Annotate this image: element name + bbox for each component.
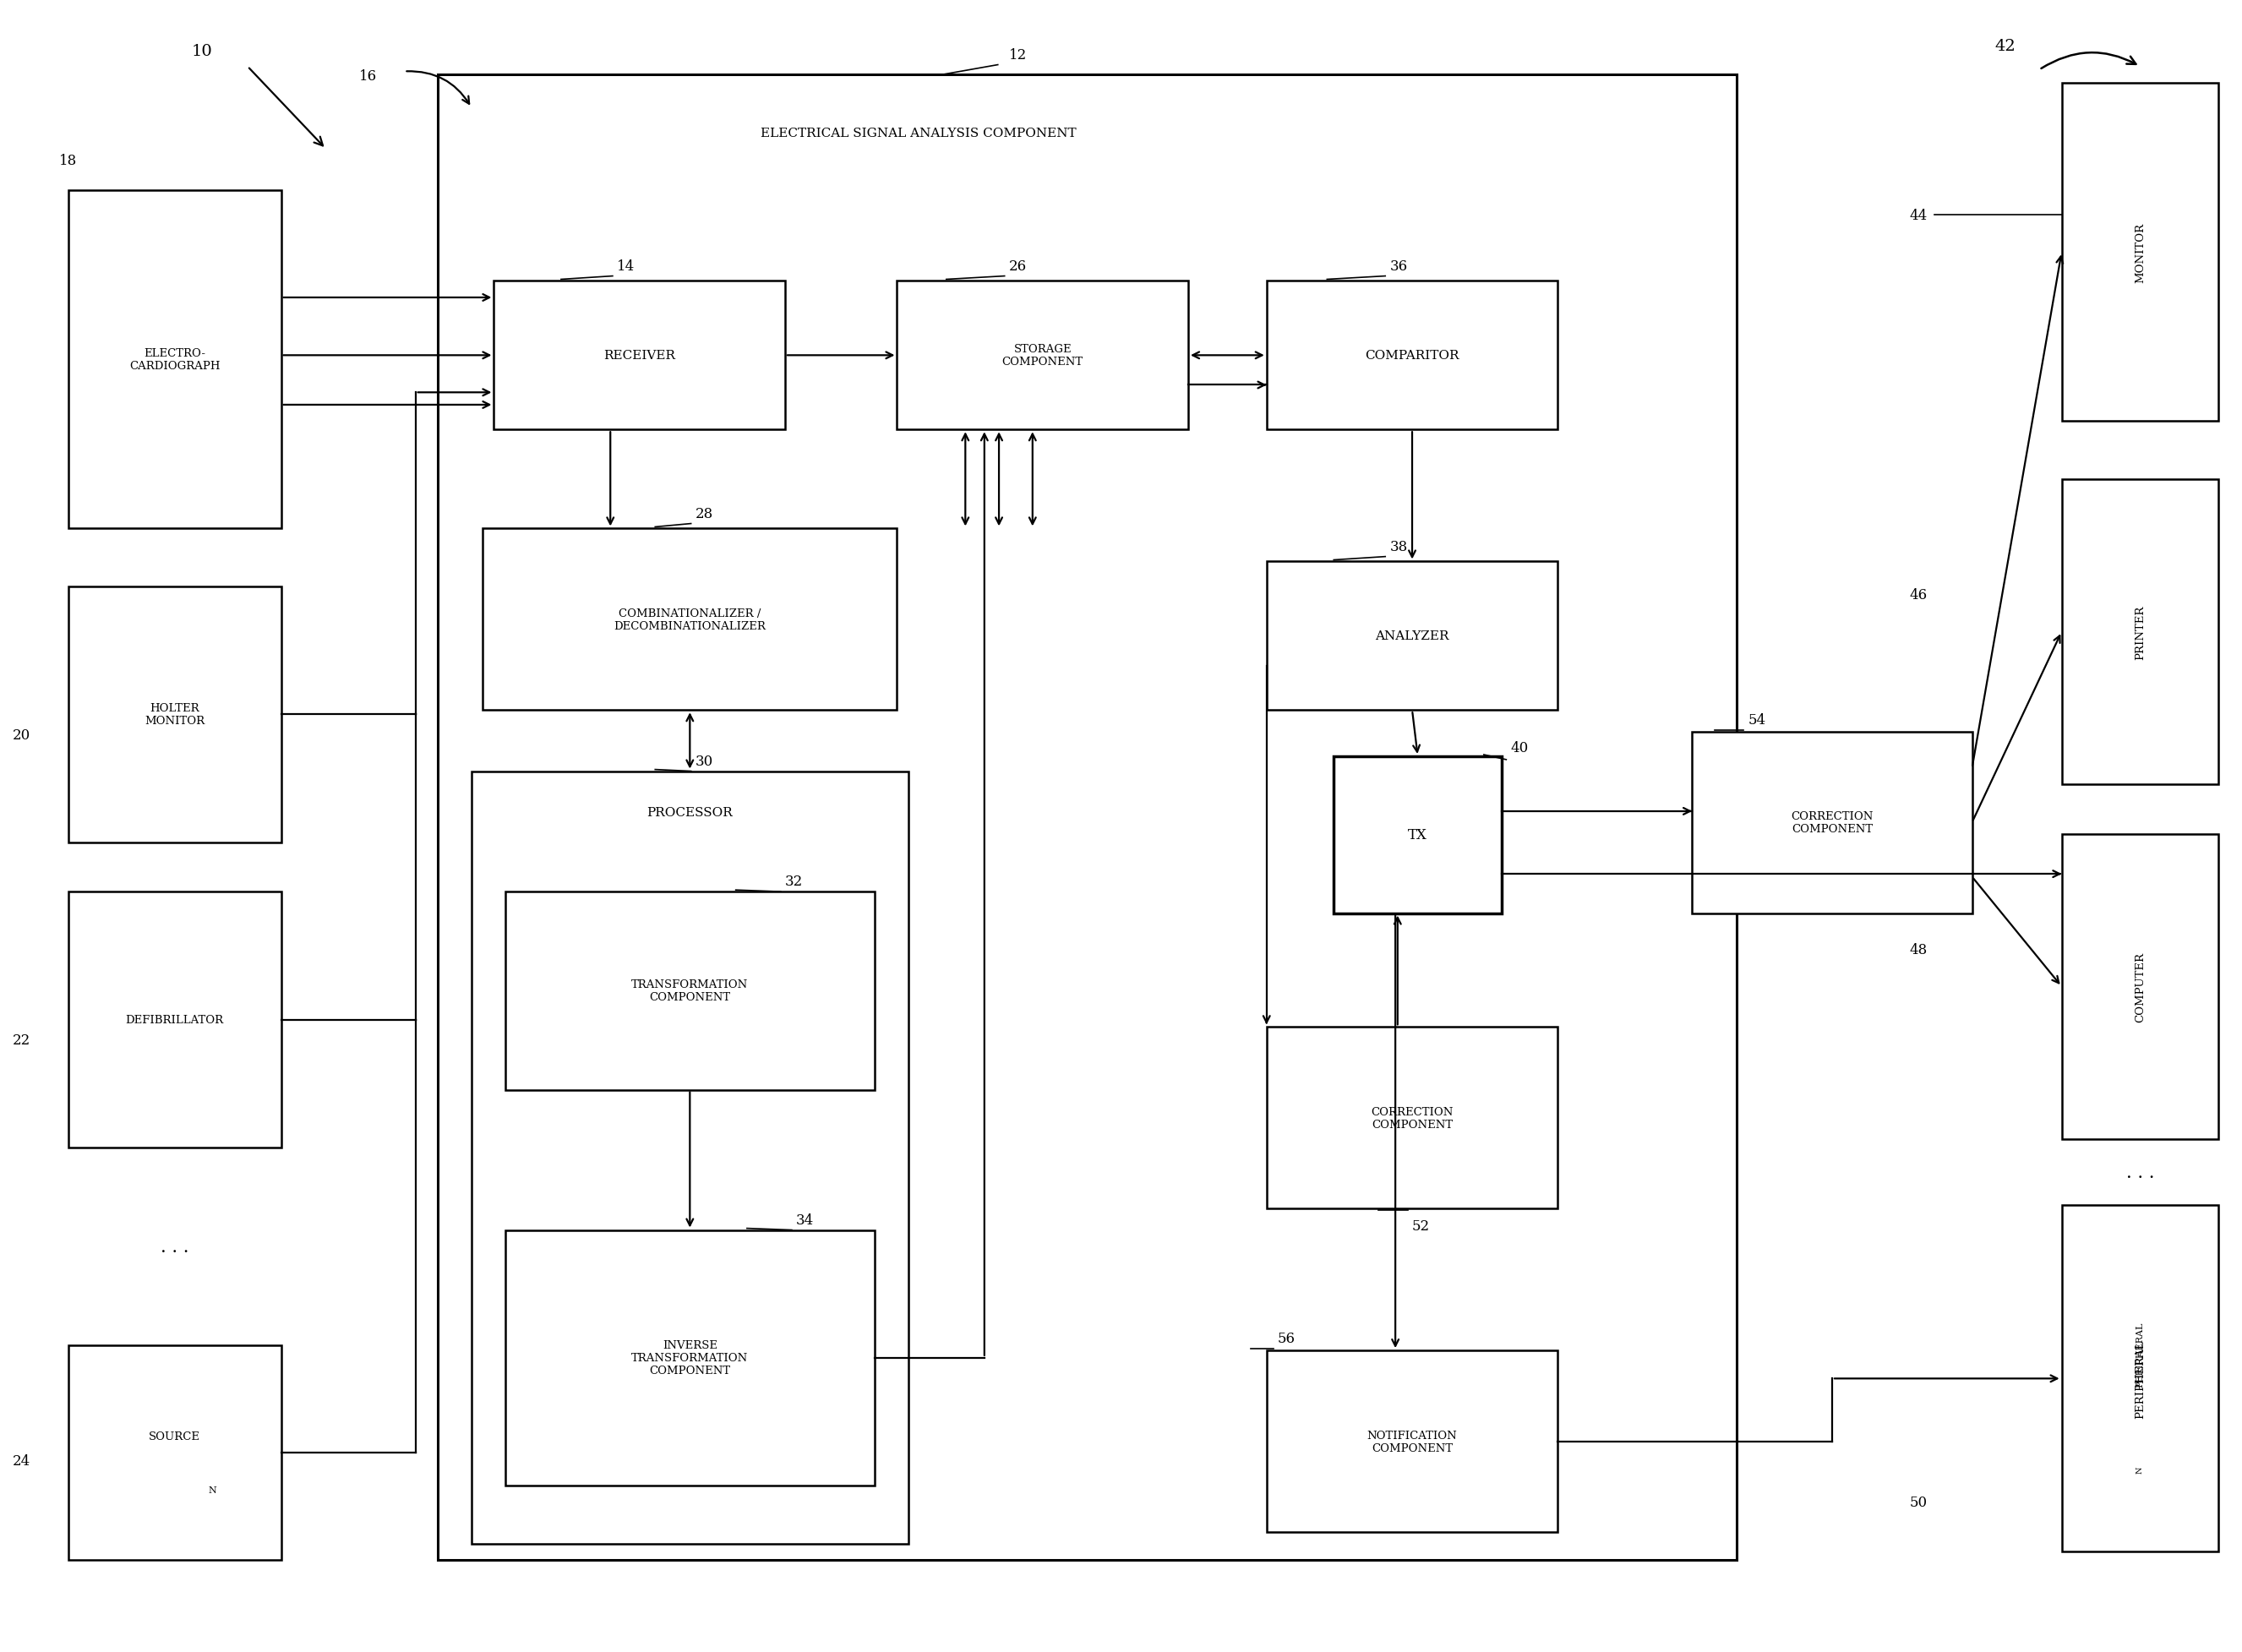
Bar — [1267, 281, 1558, 430]
Text: 22: 22 — [13, 1032, 31, 1047]
Text: PERIPHERAL: PERIPHERAL — [2134, 1340, 2146, 1417]
Bar — [504, 892, 874, 1090]
Text: 38: 38 — [1390, 540, 1408, 553]
Text: 44: 44 — [1910, 208, 1928, 223]
Text: 24: 24 — [13, 1454, 31, 1469]
Text: 46: 46 — [1910, 588, 1928, 603]
Bar — [482, 529, 897, 710]
Text: SOURCE: SOURCE — [148, 1431, 200, 1442]
Text: PROCESSOR: PROCESSOR — [648, 806, 733, 819]
Bar — [2063, 834, 2217, 1140]
Text: 34: 34 — [796, 1213, 814, 1227]
Text: TRANSFORMATION
COMPONENT: TRANSFORMATION COMPONENT — [632, 980, 749, 1003]
Bar — [493, 281, 785, 430]
Text: 42: 42 — [1995, 38, 2016, 55]
Text: RECEIVER: RECEIVER — [603, 350, 675, 362]
Text: PERIPHERAL: PERIPHERAL — [2137, 1322, 2143, 1386]
Bar — [2063, 84, 2217, 421]
Text: STORAGE
COMPONENT: STORAGE COMPONENT — [1002, 344, 1083, 368]
Text: 32: 32 — [785, 874, 803, 889]
Bar — [67, 192, 280, 529]
Text: COMPUTER: COMPUTER — [2134, 952, 2146, 1023]
Bar — [1267, 1351, 1558, 1531]
Text: 54: 54 — [1749, 712, 1767, 727]
Text: CORRECTION
COMPONENT: CORRECTION COMPONENT — [1372, 1107, 1453, 1130]
Text: INVERSE
TRANSFORMATION
COMPONENT: INVERSE TRANSFORMATION COMPONENT — [632, 1340, 749, 1376]
Text: CORRECTION
COMPONENT: CORRECTION COMPONENT — [1791, 811, 1874, 834]
Bar — [1334, 757, 1502, 914]
Text: COMPARITOR: COMPARITOR — [1365, 350, 1460, 362]
Bar — [1267, 562, 1558, 710]
Bar — [897, 281, 1188, 430]
Bar — [504, 1231, 874, 1485]
Text: TX: TX — [1408, 828, 1428, 843]
Text: 36: 36 — [1390, 259, 1408, 273]
Text: ANALYZER: ANALYZER — [1374, 631, 1448, 643]
Text: COMBINATIONALIZER /
DECOMBINATIONALIZER: COMBINATIONALIZER / DECOMBINATIONALIZER — [614, 608, 767, 631]
Bar — [471, 771, 908, 1543]
Text: DEFIBRILLATOR: DEFIBRILLATOR — [126, 1014, 224, 1026]
Text: 28: 28 — [695, 507, 713, 520]
Text: 48: 48 — [1910, 943, 1928, 957]
Text: 40: 40 — [1511, 740, 1529, 755]
Text: 16: 16 — [359, 69, 377, 84]
Bar — [437, 76, 1738, 1559]
Text: 12: 12 — [1009, 48, 1027, 63]
Text: N: N — [209, 1485, 217, 1495]
Text: 26: 26 — [1009, 259, 1027, 273]
Text: MONITOR: MONITOR — [2134, 223, 2146, 282]
Bar — [67, 586, 280, 843]
Bar — [67, 1346, 280, 1559]
Text: 20: 20 — [13, 729, 31, 742]
Bar — [67, 892, 280, 1148]
Bar — [2063, 1206, 2217, 1551]
Text: NOTIFICATION
COMPONENT: NOTIFICATION COMPONENT — [1368, 1429, 1457, 1454]
Text: 30: 30 — [695, 753, 713, 768]
Text: ELECTRICAL SIGNAL ANALYSIS COMPONENT: ELECTRICAL SIGNAL ANALYSIS COMPONENT — [760, 127, 1076, 139]
Text: ELECTRO-
CARDIOGRAPH: ELECTRO- CARDIOGRAPH — [130, 349, 220, 372]
Text: N: N — [2137, 1465, 2143, 1474]
Text: 52: 52 — [1412, 1219, 1430, 1232]
Text: 10: 10 — [191, 43, 213, 59]
Bar — [2063, 479, 2217, 785]
Text: . . .: . . . — [2125, 1165, 2155, 1181]
Text: . . .: . . . — [161, 1239, 188, 1254]
Text: 56: 56 — [1278, 1332, 1296, 1346]
Bar — [1693, 732, 1973, 914]
Text: HOLTER
MONITOR: HOLTER MONITOR — [146, 702, 204, 727]
Text: PRINTER: PRINTER — [2134, 605, 2146, 659]
Text: 50: 50 — [1910, 1495, 1928, 1510]
Text: 14: 14 — [617, 259, 634, 273]
Text: 18: 18 — [58, 154, 76, 169]
Bar — [1267, 1028, 1558, 1209]
